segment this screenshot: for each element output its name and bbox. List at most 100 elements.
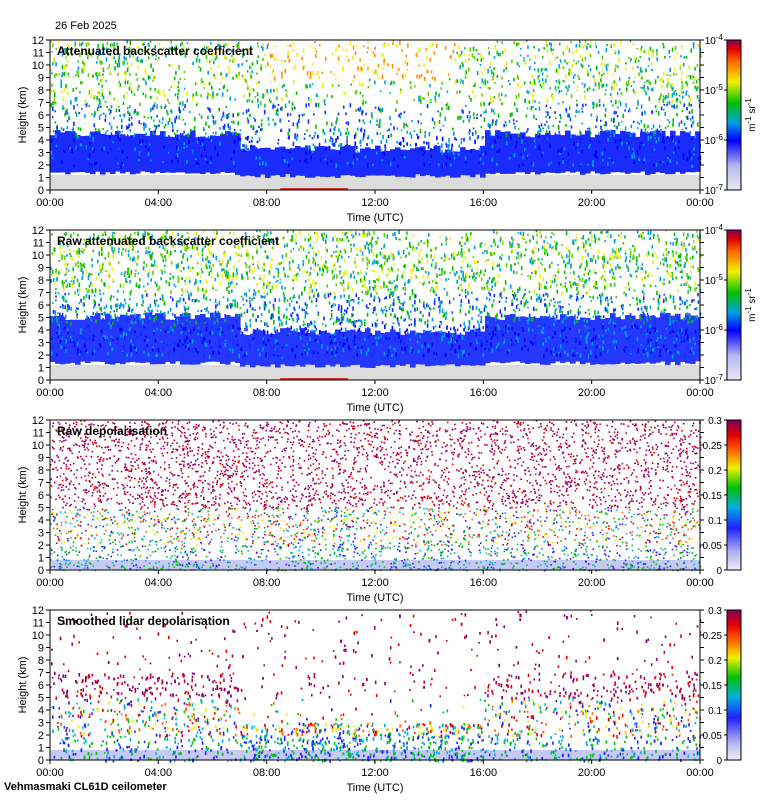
y-tick-label: 12 bbox=[32, 605, 44, 617]
x-tick-label: 00:00 bbox=[36, 767, 64, 779]
colorbar-gradient bbox=[726, 609, 742, 761]
plot-area bbox=[50, 610, 700, 760]
y-tick-label: 12 bbox=[32, 35, 44, 47]
colorbar-unit: m-1 sr-1 bbox=[744, 288, 758, 322]
y-tick-label: 5 bbox=[38, 693, 44, 705]
colorbar-tick-label: 0.2 bbox=[708, 656, 722, 667]
x-tick-label: 20:00 bbox=[578, 387, 606, 399]
y-tick-label: 5 bbox=[38, 123, 44, 135]
x-tick-label: 00:00 bbox=[36, 577, 64, 589]
colorbar-tick-label: 10-5 bbox=[705, 273, 724, 287]
y-tick-label: 7 bbox=[38, 668, 44, 680]
station-label: Vehmasmaki CL61D ceilometer bbox=[4, 781, 167, 793]
y-tick-label: 8 bbox=[38, 655, 44, 667]
y-axis-label: Height (km) bbox=[17, 87, 29, 144]
y-tick-label: 1 bbox=[38, 743, 44, 755]
y-tick-label: 6 bbox=[38, 680, 44, 692]
x-tick-label: 12:00 bbox=[361, 767, 389, 779]
y-tick-label: 8 bbox=[38, 85, 44, 97]
y-tick-label: 5 bbox=[38, 313, 44, 325]
colorbar-tick-label: 0.2 bbox=[708, 466, 722, 477]
x-tick-label: 16:00 bbox=[470, 577, 498, 589]
colorbar-tick-label: 0 bbox=[716, 756, 722, 767]
heatmap-texture bbox=[50, 420, 702, 572]
heatmap-texture bbox=[50, 230, 702, 381]
colorbar-tick-label: 10-5 bbox=[705, 83, 724, 97]
colorbar-gradient bbox=[726, 419, 742, 571]
colorbar-tick-label: 0.3 bbox=[708, 606, 722, 617]
y-tick-label: 5 bbox=[38, 503, 44, 515]
colorbar-tick-label: 10-4 bbox=[705, 33, 724, 47]
heatmap-texture bbox=[50, 40, 702, 191]
x-axis-label: Time (UTC) bbox=[346, 402, 403, 414]
colorbar-tick-label: 10-4 bbox=[705, 223, 724, 237]
y-tick-label: 9 bbox=[38, 643, 44, 655]
colorbar-tick-label: 0.1 bbox=[708, 706, 722, 717]
y-tick-label: 7 bbox=[38, 288, 44, 300]
y-tick-label: 12 bbox=[32, 415, 44, 427]
x-tick-label: 00:00 bbox=[686, 197, 714, 209]
x-tick-label: 20:00 bbox=[578, 767, 606, 779]
colorbar-gradient bbox=[726, 39, 742, 191]
y-tick-label: 11 bbox=[33, 618, 44, 630]
y-tick-label: 7 bbox=[38, 478, 44, 490]
x-tick-label: 04:00 bbox=[145, 197, 173, 209]
colorbar-tick-label: 0.05 bbox=[703, 541, 723, 552]
colorbar-tick-label: 10-7 bbox=[705, 373, 724, 387]
colorbar: 0 0.05 0.1 0.15 0.2 0.25 0.3 bbox=[703, 606, 742, 767]
x-tick-label: 08:00 bbox=[253, 577, 281, 589]
y-tick-label: 3 bbox=[38, 338, 44, 350]
x-axis-label: Time (UTC) bbox=[346, 592, 403, 604]
y-tick-label: 0 bbox=[38, 185, 44, 197]
x-tick-label: 16:00 bbox=[470, 767, 498, 779]
colorbar-tick-label: 10-6 bbox=[705, 133, 724, 147]
x-tick-label: 04:00 bbox=[145, 387, 173, 399]
panel-title: Attenuated backscatter coefficient bbox=[57, 44, 253, 58]
y-axis-label: Height (km) bbox=[17, 467, 29, 524]
y-tick-label: 6 bbox=[38, 110, 44, 122]
colorbar: 10-7 10-6 10-5 10-4 m-1 sr-1 bbox=[705, 33, 758, 197]
panel-title: Smoothed lidar depolarisation bbox=[57, 614, 230, 628]
panel-title: Raw depolarisation bbox=[57, 424, 167, 438]
colorbar-tick-label: 0.15 bbox=[703, 681, 723, 692]
y-axis-label: Height (km) bbox=[17, 277, 29, 334]
y-tick-label: 10 bbox=[32, 630, 44, 642]
y-axis-label: Height (km) bbox=[17, 657, 29, 714]
x-tick-label: 16:00 bbox=[470, 197, 498, 209]
y-tick-label: 3 bbox=[38, 718, 44, 730]
y-tick-label: 4 bbox=[38, 705, 44, 717]
surface-layer bbox=[50, 175, 700, 190]
x-tick-label: 00:00 bbox=[686, 577, 714, 589]
y-tick-label: 10 bbox=[32, 440, 44, 452]
y-tick-label: 4 bbox=[38, 325, 44, 337]
y-tick-label: 10 bbox=[32, 60, 44, 72]
colorbar-tick-label: 0.25 bbox=[703, 441, 723, 452]
x-tick-label: 16:00 bbox=[470, 387, 498, 399]
surface-layer bbox=[50, 365, 700, 380]
colorbar-unit: m-1 sr-1 bbox=[744, 98, 758, 132]
colorbar: 10-7 10-6 10-5 10-4 m-1 sr-1 bbox=[705, 223, 758, 387]
y-tick-label: 8 bbox=[38, 275, 44, 287]
x-tick-label: 12:00 bbox=[361, 197, 389, 209]
x-tick-label: 00:00 bbox=[36, 197, 64, 209]
y-tick-label: 9 bbox=[38, 453, 44, 465]
x-tick-label: 20:00 bbox=[578, 197, 606, 209]
y-tick-label: 6 bbox=[38, 490, 44, 502]
x-tick-label: 04:00 bbox=[145, 767, 173, 779]
y-tick-label: 11 bbox=[33, 238, 44, 250]
y-tick-label: 11 bbox=[33, 48, 44, 60]
colorbar-tick-label: 10-6 bbox=[705, 323, 724, 337]
colorbar: 0 0.05 0.1 0.15 0.2 0.25 0.3 bbox=[703, 416, 742, 577]
x-tick-label: 20:00 bbox=[578, 577, 606, 589]
y-tick-label: 1 bbox=[38, 553, 44, 565]
y-tick-label: 4 bbox=[38, 135, 44, 147]
y-tick-label: 3 bbox=[38, 528, 44, 540]
colorbar-tick-label: 0.15 bbox=[703, 491, 723, 502]
x-tick-label: 00:00 bbox=[686, 767, 714, 779]
x-tick-label: 12:00 bbox=[361, 577, 389, 589]
x-tick-label: 08:00 bbox=[253, 197, 281, 209]
y-tick-label: 10 bbox=[32, 250, 44, 262]
